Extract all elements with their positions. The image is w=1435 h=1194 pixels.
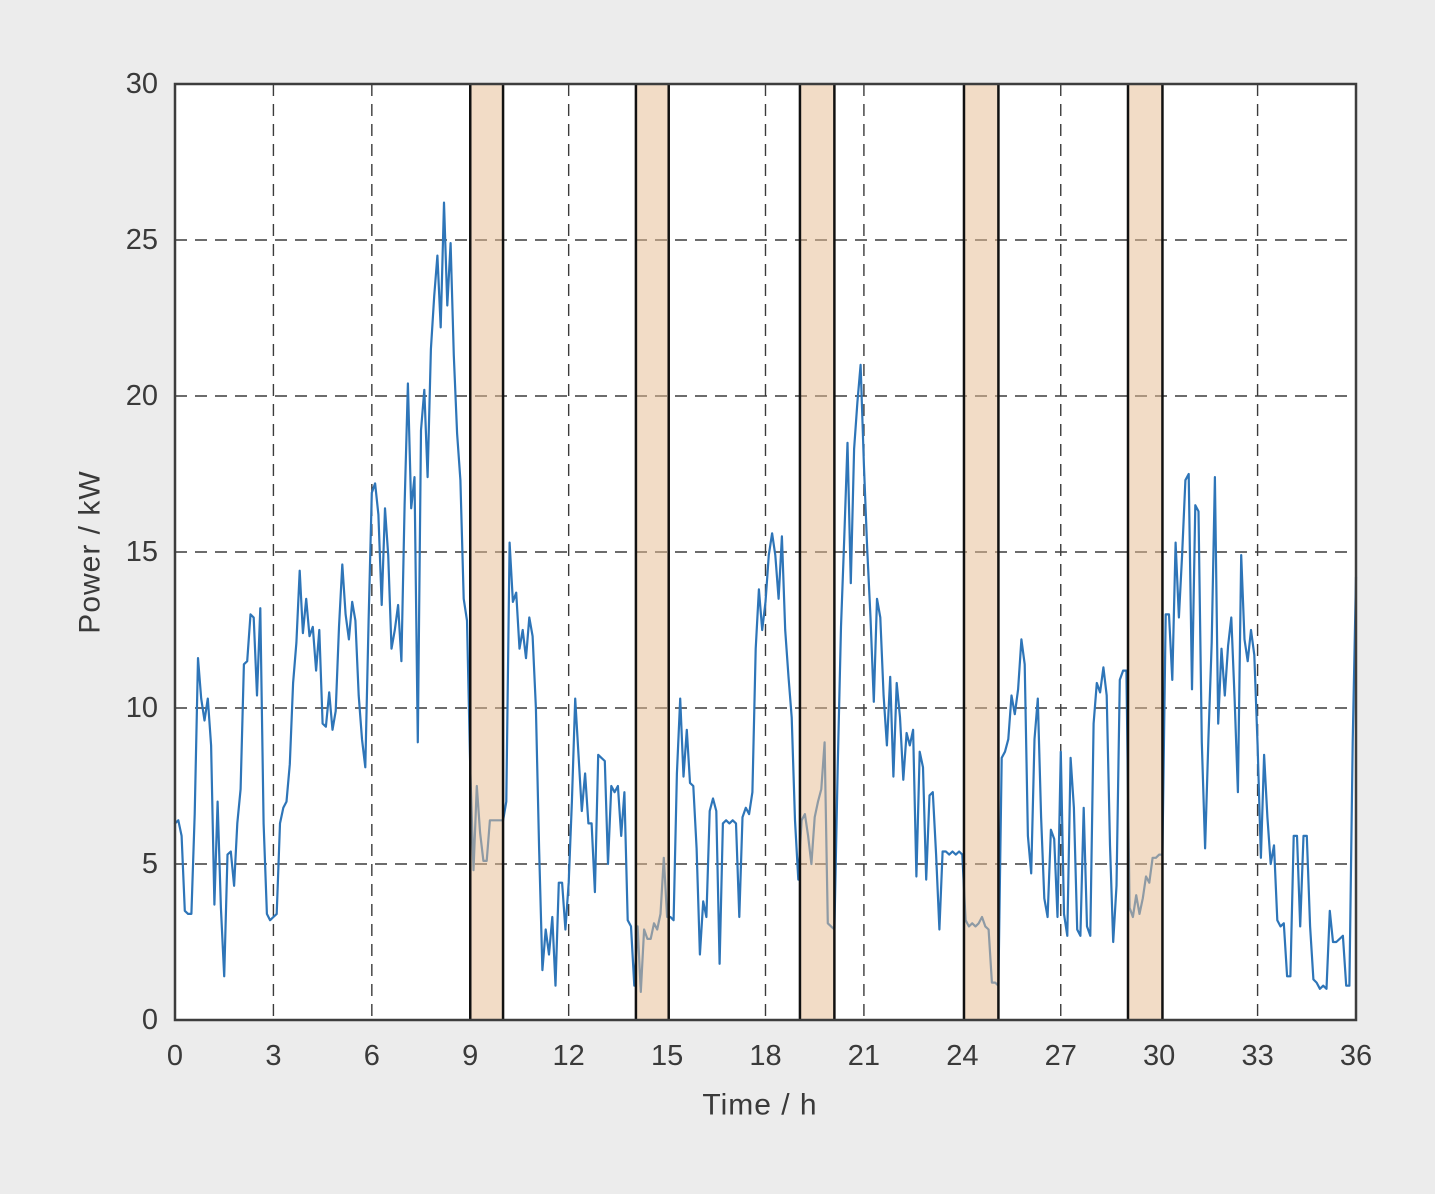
y-tick-label: 30 xyxy=(126,68,158,100)
x-axis-label: Time / h xyxy=(702,1089,817,1122)
x-tick-label: 24 xyxy=(946,1040,978,1072)
x-tick-label: 15 xyxy=(651,1040,683,1072)
highlight-band xyxy=(635,84,669,1020)
x-tick-label: 36 xyxy=(1340,1040,1372,1072)
y-tick-label: 15 xyxy=(126,536,158,568)
x-tick-label: 18 xyxy=(749,1040,781,1072)
highlight-band xyxy=(799,84,835,1020)
y-tick-label: 20 xyxy=(126,380,158,412)
x-tick-label: 33 xyxy=(1241,1040,1273,1072)
plot-border xyxy=(173,82,1358,1022)
y-tick-label: 25 xyxy=(126,224,158,256)
highlight-band xyxy=(1128,84,1163,1020)
highlight-band xyxy=(470,84,504,1020)
x-tick-label: 12 xyxy=(553,1040,585,1072)
y-tick-label: 10 xyxy=(126,692,158,724)
x-tick-label: 0 xyxy=(167,1040,183,1072)
x-tick-label: 27 xyxy=(1045,1040,1077,1072)
highlight-band xyxy=(963,84,999,1020)
y-tick-label: 0 xyxy=(142,1004,158,1036)
x-tick-label: 21 xyxy=(848,1040,880,1072)
y-tick-label: 5 xyxy=(142,848,158,880)
x-tick-label: 3 xyxy=(265,1040,281,1072)
x-tick-label: 9 xyxy=(462,1040,478,1072)
y-axis-label: Power / kW xyxy=(74,470,107,633)
x-tick-label: 30 xyxy=(1143,1040,1175,1072)
x-tick-label: 6 xyxy=(364,1040,380,1072)
highlight-bands-layer xyxy=(469,84,1164,1020)
